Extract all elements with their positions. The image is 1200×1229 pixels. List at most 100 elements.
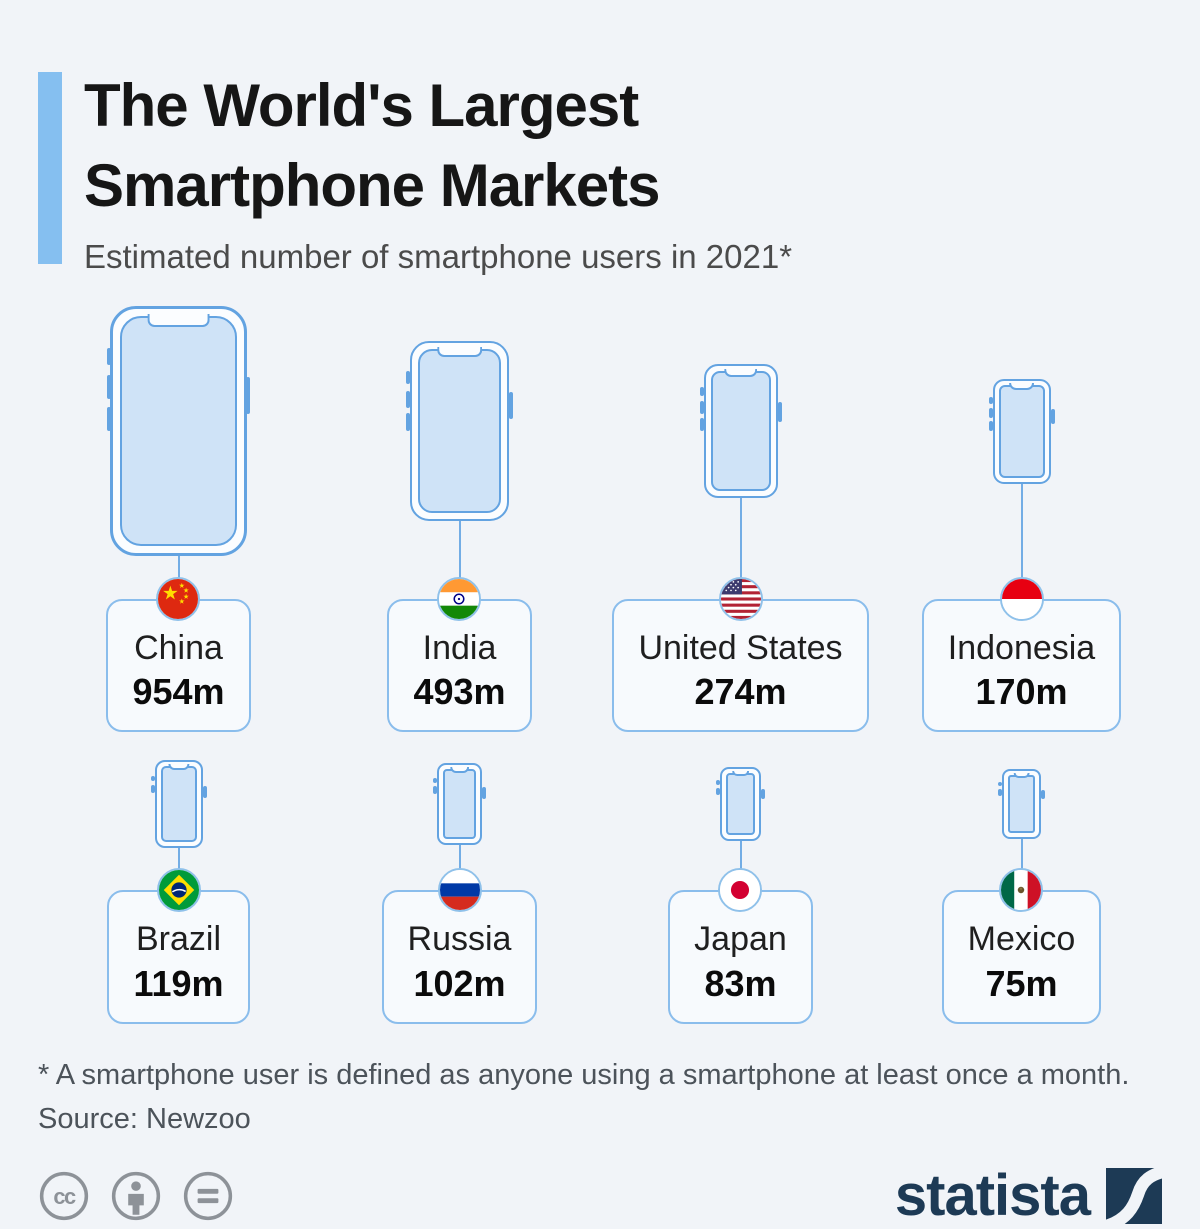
- phone-icon-united-states: [699, 364, 782, 499]
- page-title: The World's Largest Smartphone Markets: [84, 66, 1162, 226]
- phone-icon-japan: [716, 767, 765, 842]
- country-value: 170m: [975, 671, 1068, 713]
- country-card-mexico: Mexico 75m: [941, 890, 1102, 1024]
- phone-area: [600, 304, 881, 621]
- label-wrap: Mexico 75m: [941, 868, 1102, 1024]
- market-cell-china: China 954m: [38, 304, 319, 733]
- label-wrap: Japan 83m: [668, 868, 813, 1024]
- connector-line: [177, 804, 180, 913]
- label-wrap: India 493m: [387, 576, 532, 733]
- cc-icon: cc: [39, 1171, 89, 1220]
- phone-notch: [1013, 773, 1030, 779]
- side-button: [246, 377, 250, 414]
- infographic-page: The World's Largest Smartphone Markets Es…: [38, 66, 1162, 1228]
- country-value: 954m: [132, 671, 225, 713]
- statista-logo-mark: [1106, 1167, 1162, 1224]
- connector-line: [1020, 431, 1023, 621]
- phone-notch: [731, 771, 750, 777]
- phone-area: [881, 758, 1162, 913]
- page-subtitle: Estimated number of smartphone users in …: [84, 237, 793, 275]
- country-name: China: [134, 628, 223, 667]
- phone-area: [881, 304, 1162, 621]
- side-button: [988, 407, 993, 418]
- market-cell-united-states: United States 274m: [600, 304, 881, 733]
- market-cell-japan: Japan 83m: [600, 758, 881, 1024]
- side-button: [433, 777, 437, 784]
- country-name: Mexico: [967, 920, 1076, 959]
- side-button: [1050, 408, 1055, 424]
- accent-bar: [38, 72, 62, 264]
- country-card-russia: Russia 102m: [381, 890, 538, 1024]
- bottom-bar: cc statista: [38, 1162, 1162, 1229]
- side-button: [699, 401, 704, 415]
- flag-china-icon: [156, 576, 201, 621]
- phone-notch: [1008, 382, 1035, 390]
- country-value: 493m: [413, 671, 506, 713]
- header: The World's Largest Smartphone Markets Es…: [38, 66, 1162, 276]
- flag-brazil-icon: [156, 868, 201, 913]
- phone-notch: [147, 314, 210, 328]
- side-button: [107, 374, 111, 400]
- country-value: 83m: [704, 962, 777, 1004]
- country-value: 119m: [133, 962, 224, 1004]
- flag-india-icon: [437, 576, 482, 621]
- country-name: Japan: [694, 920, 787, 959]
- phone-screen: [726, 773, 755, 836]
- label-wrap: China 954m: [106, 576, 251, 733]
- market-cell-brazil: Brazil 119m: [38, 758, 319, 1024]
- connector-line: [458, 431, 461, 621]
- country-value: 274m: [694, 671, 787, 713]
- phone-notch: [167, 764, 190, 771]
- country-name: India: [422, 628, 497, 667]
- country-card-india: India 493m: [387, 598, 532, 733]
- market-cell-indonesia: Indonesia 170m: [881, 304, 1162, 733]
- side-button: [107, 348, 111, 366]
- phone-icon-mexico: [998, 769, 1045, 840]
- label-wrap: Russia 102m: [381, 868, 538, 1024]
- country-value: 102m: [413, 962, 506, 1004]
- market-cell-india: India 493m: [319, 304, 600, 733]
- connector-line: [458, 804, 461, 913]
- side-button: [509, 392, 513, 419]
- flag-japan-icon: [718, 868, 763, 913]
- phone-screen: [418, 349, 501, 514]
- country-name: United States: [638, 628, 843, 667]
- statista-logo: statista: [895, 1162, 1162, 1229]
- side-button: [716, 787, 720, 795]
- side-button: [482, 786, 486, 799]
- country-card-japan: Japan 83m: [668, 890, 813, 1024]
- side-button: [150, 775, 155, 782]
- phone-area: [319, 304, 600, 621]
- country-card-indonesia: Indonesia 170m: [921, 598, 1122, 733]
- country-name: Indonesia: [947, 628, 1096, 667]
- phone-area: [600, 758, 881, 913]
- country-card-united-states: United States 274m: [612, 598, 869, 733]
- attribution-icon: [111, 1171, 161, 1220]
- flag-russia-icon: [437, 868, 482, 913]
- flag-united-states-icon: [718, 576, 763, 621]
- side-button: [998, 788, 1002, 796]
- phone-icon-india: [406, 341, 513, 522]
- side-button: [988, 420, 993, 432]
- side-button: [406, 390, 410, 409]
- statista-wordmark: statista: [894, 1163, 1091, 1229]
- phone-area: [319, 758, 600, 913]
- side-button: [1041, 789, 1045, 800]
- connector-line: [739, 431, 742, 621]
- market-cell-russia: Russia 102m: [319, 758, 600, 1024]
- phone-notch: [436, 347, 483, 358]
- country-name: Brazil: [135, 920, 222, 959]
- title-line-1: The World's Largest: [84, 72, 639, 139]
- equals-icon: [183, 1171, 233, 1220]
- side-button: [716, 780, 720, 786]
- phone-area: [38, 758, 319, 913]
- label-wrap: Brazil 119m: [107, 868, 250, 1024]
- side-button: [988, 396, 993, 404]
- title-line-2: Smartphone Markets: [84, 151, 660, 219]
- phone-screen: [710, 371, 771, 492]
- phone-icon-indonesia: [988, 378, 1055, 484]
- license-icons: cc: [38, 1170, 234, 1222]
- flag-mexico-icon: [999, 868, 1044, 913]
- side-button: [406, 413, 410, 432]
- source-line: Source: Newzoo: [38, 1103, 251, 1136]
